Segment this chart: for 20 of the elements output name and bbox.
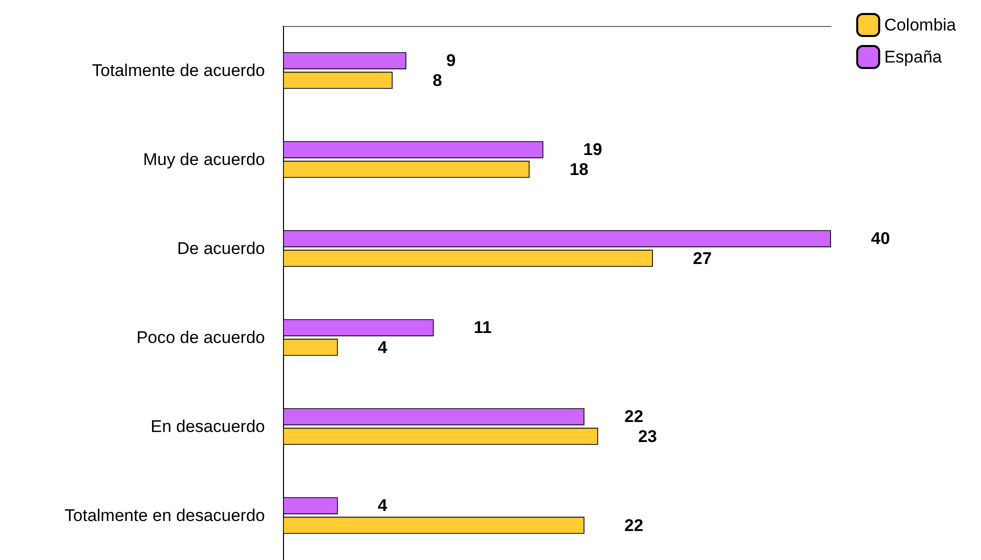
y-tick-label: Poco de acuerdo [136, 328, 265, 347]
y-tick-label: Totalmente de acuerdo [92, 61, 265, 80]
data-label: 18 [570, 160, 589, 179]
data-label: 4 [378, 496, 388, 516]
data-label: 19 [583, 140, 602, 160]
data-label: 23 [638, 426, 658, 446]
y-tick-label: Totalmente en desacuerdo [64, 506, 265, 525]
data-label: 40 [871, 229, 890, 248]
data-label: 22 [624, 516, 644, 535]
data-label: 4 [378, 338, 388, 357]
data-label: 9 [446, 51, 456, 70]
y-tick-label: Muy de acuerdo [143, 150, 265, 169]
data-label: 27 [692, 248, 712, 268]
data-label: 11 [474, 318, 492, 338]
legend-label: Colombia [884, 16, 957, 34]
y-tick-label: De acuerdo [177, 239, 265, 258]
legend-label: España [884, 48, 942, 66]
data-label: 8 [432, 70, 442, 90]
data-label: 22 [624, 407, 644, 426]
y-tick-label: En desacuerdo [150, 417, 265, 436]
